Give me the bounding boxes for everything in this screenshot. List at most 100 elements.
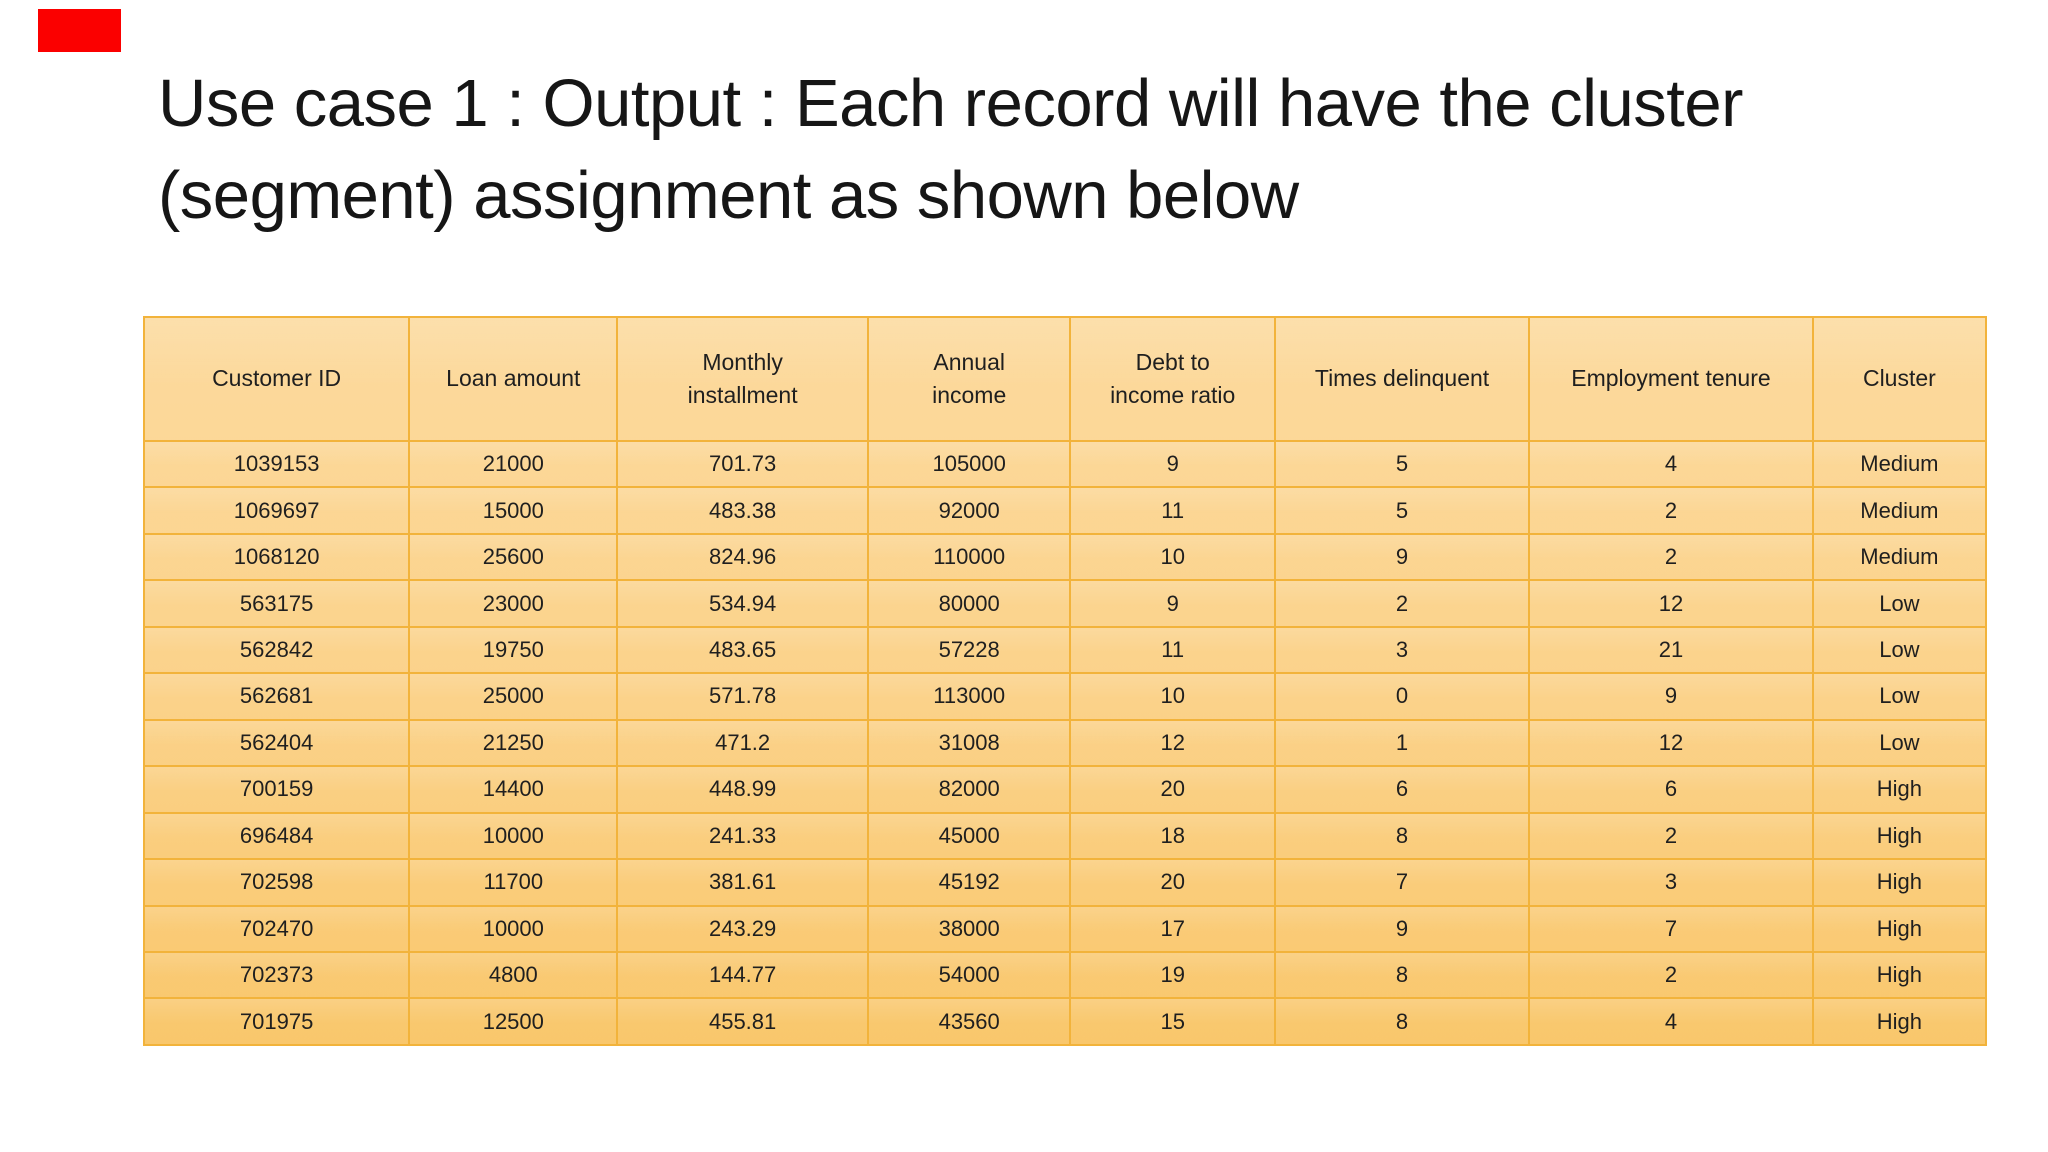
table-cell: 31008 [866, 718, 1072, 768]
table-cell: 2 [1528, 532, 1814, 582]
table-cell: 483.65 [616, 625, 869, 675]
column-header: Loan amount [408, 316, 619, 442]
table-cell: 21000 [408, 439, 619, 489]
table-cell: 12 [1069, 718, 1276, 768]
segment-table: Customer ID Loan amount Monthly installmen… [142, 316, 1988, 1046]
table-cell: 144.77 [616, 950, 869, 1000]
table-cell: 4800 [408, 950, 619, 1000]
column-header: Employment tenure [1528, 316, 1814, 442]
table-cell: 9 [1069, 439, 1276, 489]
table-cell: 562842 [142, 625, 411, 675]
table-cell: 701.73 [616, 439, 869, 489]
table-cell: 1 [1273, 718, 1531, 768]
table-cell: High [1811, 904, 1988, 953]
table-cell: 3 [1528, 858, 1814, 907]
table-row: 700159 14400 448.99 82000 20 6 6 High [142, 765, 1988, 814]
table-cell: 448.99 [616, 765, 869, 814]
table-cell: 9 [1069, 579, 1276, 628]
table-cell: 18 [1069, 811, 1276, 861]
table-cell: 455.81 [616, 997, 869, 1046]
table-cell: 10 [1069, 532, 1276, 582]
table-cell: 7 [1273, 858, 1531, 907]
table-row: 1069697 15000 483.38 92000 11 5 2 Medium [142, 486, 1988, 535]
column-header: Debt to income ratio [1069, 316, 1276, 442]
table-cell: 0 [1273, 672, 1531, 721]
table-body: 1039153 21000 701.73 105000 9 5 4 Medium 1069697… [142, 439, 1988, 1046]
table-cell: Medium [1811, 439, 1988, 489]
table-header: Customer ID Loan amount Monthly installmen… [142, 316, 1988, 442]
header-row: Customer ID Loan amount Monthly installmen… [142, 316, 1988, 442]
table-cell: 2 [1528, 950, 1814, 1000]
table-cell: 702598 [142, 858, 411, 907]
table-cell: 38000 [866, 904, 1072, 953]
table-row: 1068120 25600 824.96 110000 10 9 2 Medium [142, 532, 1988, 582]
table-cell: 702470 [142, 904, 411, 953]
table-cell: 105000 [866, 439, 1072, 489]
table-cell: 25600 [408, 532, 619, 582]
table-cell: 9 [1273, 532, 1531, 582]
table-cell: 241.33 [616, 811, 869, 861]
table-cell: 113000 [866, 672, 1072, 721]
table-row: 1039153 21000 701.73 105000 9 5 4 Medium [142, 439, 1988, 489]
table-cell: 21250 [408, 718, 619, 768]
table-cell: 2 [1528, 811, 1814, 861]
table-cell: Low [1811, 672, 1988, 721]
table-row: 563175 23000 534.94 80000 9 2 12 Low [142, 579, 1988, 628]
table-cell: 2 [1273, 579, 1531, 628]
table-cell: Medium [1811, 486, 1988, 535]
column-header: Monthly installment [616, 316, 869, 442]
table-cell: 700159 [142, 765, 411, 814]
table-cell: 8 [1273, 950, 1531, 1000]
table-cell: 562404 [142, 718, 411, 768]
table-cell: 9 [1528, 672, 1814, 721]
column-header: Annual income [866, 316, 1072, 442]
red-marker [38, 9, 121, 52]
table-cell: 82000 [866, 765, 1072, 814]
table-cell: High [1811, 950, 1988, 1000]
table-cell: 8 [1273, 811, 1531, 861]
table-cell: 15 [1069, 997, 1276, 1046]
table-cell: 43560 [866, 997, 1072, 1046]
table-cell: Low [1811, 579, 1988, 628]
table-row: 562842 19750 483.65 57228 11 3 21 Low [142, 625, 1988, 675]
table-cell: 54000 [866, 950, 1072, 1000]
table-cell: 702373 [142, 950, 411, 1000]
table-cell: 11700 [408, 858, 619, 907]
table-cell: 11 [1069, 486, 1276, 535]
column-header: Cluster [1811, 316, 1988, 442]
table-cell: 14400 [408, 765, 619, 814]
table-cell: 562681 [142, 672, 411, 721]
table-cell: 824.96 [616, 532, 869, 582]
table-row: 702598 11700 381.61 45192 20 7 3 High [142, 858, 1988, 907]
table-cell: 1039153 [142, 439, 411, 489]
table-cell: 25000 [408, 672, 619, 721]
table-cell: Low [1811, 625, 1988, 675]
table-cell: High [1811, 811, 1988, 861]
table-cell: 381.61 [616, 858, 869, 907]
table-cell: 696484 [142, 811, 411, 861]
table-cell: High [1811, 858, 1988, 907]
table-cell: 21 [1528, 625, 1814, 675]
table-cell: 8 [1273, 997, 1531, 1046]
slide-title: Use case 1 : Output : Each record will h… [158, 66, 1743, 234]
table-cell: Low [1811, 718, 1988, 768]
table-cell: 563175 [142, 579, 411, 628]
table-cell: Medium [1811, 532, 1988, 582]
table-cell: 1069697 [142, 486, 411, 535]
table-cell: 80000 [866, 579, 1072, 628]
table-cell: 4 [1528, 997, 1814, 1046]
table-cell: 7 [1528, 904, 1814, 953]
table-cell: 11 [1069, 625, 1276, 675]
column-header: Times delinquent [1273, 316, 1531, 442]
table-cell: 3 [1273, 625, 1531, 675]
table-cell: 9 [1273, 904, 1531, 953]
table-row: 562404 21250 471.2 31008 12 1 12 Low [142, 718, 1988, 768]
table-cell: 10000 [408, 904, 619, 953]
table-cell: 12 [1528, 718, 1814, 768]
table-cell: 92000 [866, 486, 1072, 535]
table-cell: 10000 [408, 811, 619, 861]
table-cell: 243.29 [616, 904, 869, 953]
table-cell: 20 [1069, 858, 1276, 907]
table-cell: 12 [1528, 579, 1814, 628]
